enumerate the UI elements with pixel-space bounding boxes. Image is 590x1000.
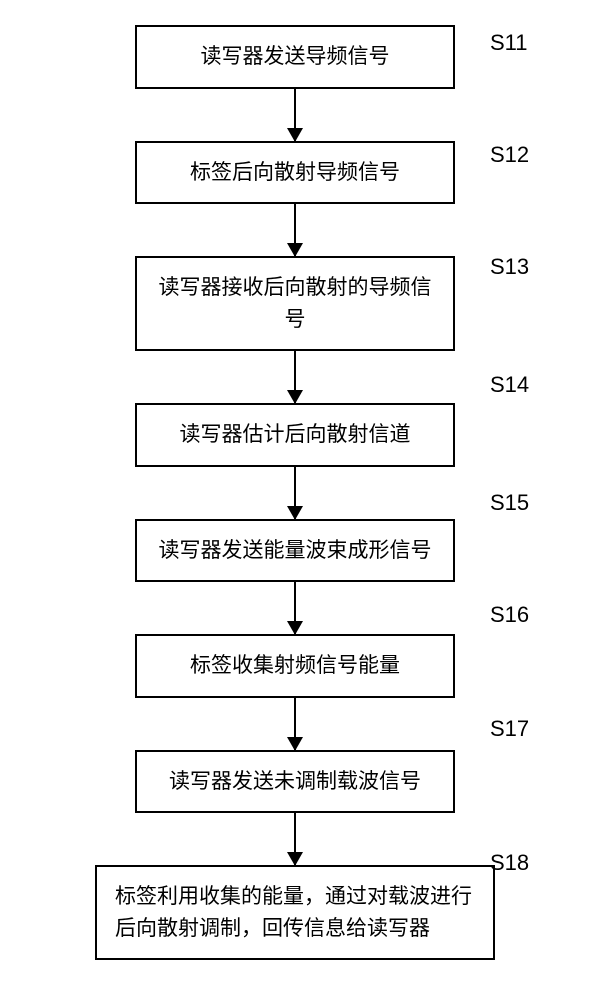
step-box-3: 读写器接收后向散射的导频信号 [135,256,455,351]
step-text-7: 读写器发送未调制载波信号 [169,766,421,798]
step-container-4: 读写器估计后向散射信道 [60,403,530,519]
arrow-1 [294,89,296,141]
step-label-6: S16 [490,602,529,628]
step-label-7: S17 [490,716,529,742]
flowchart-container: 读写器发送导频信号标签后向散射导频信号读写器接收后向散射的导频信号读写器估计后向… [60,25,530,960]
arrow-5 [294,582,296,634]
step-container-2: 标签后向散射导频信号 [60,141,530,257]
step-container-3: 读写器接收后向散射的导频信号 [60,256,530,403]
step-label-3: S13 [490,254,529,280]
step-box-4: 读写器估计后向散射信道 [135,403,455,467]
step-box-6: 标签收集射频信号能量 [135,634,455,698]
step-container-7: 读写器发送未调制载波信号 [60,750,530,866]
step-box-1: 读写器发送导频信号 [135,25,455,89]
step-container-1: 读写器发送导频信号 [60,25,530,141]
step-text-2: 标签后向散射导频信号 [190,157,400,189]
step-label-8: S18 [490,850,529,876]
steps-wrapper: 读写器发送导频信号标签后向散射导频信号读写器接收后向散射的导频信号读写器估计后向… [60,25,530,960]
step-text-5: 读写器发送能量波束成形信号 [159,535,432,567]
step-text-1: 读写器发送导频信号 [201,41,390,73]
step-box-5: 读写器发送能量波束成形信号 [135,519,455,583]
step-box-7: 读写器发送未调制载波信号 [135,750,455,814]
step-container-6: 标签收集射频信号能量 [60,634,530,750]
step-container-8: 标签利用收集的能量，通过对载波进行后向散射调制，回传信息给读写器 [60,865,530,960]
step-label-4: S14 [490,372,529,398]
arrow-2 [294,204,296,256]
arrow-3 [294,351,296,403]
step-text-3: 读写器接收后向散射的导频信号 [155,272,435,335]
arrow-4 [294,467,296,519]
arrow-6 [294,698,296,750]
step-container-5: 读写器发送能量波束成形信号 [60,519,530,635]
step-box-2: 标签后向散射导频信号 [135,141,455,205]
step-text-6: 标签收集射频信号能量 [190,650,400,682]
arrow-7 [294,813,296,865]
step-label-5: S15 [490,490,529,516]
step-text-8: 标签利用收集的能量，通过对载波进行后向散射调制，回传信息给读写器 [115,881,475,944]
step-label-2: S12 [490,142,529,168]
step-label-1: S11 [490,30,528,56]
step-box-8: 标签利用收集的能量，通过对载波进行后向散射调制，回传信息给读写器 [95,865,495,960]
step-text-4: 读写器估计后向散射信道 [180,419,411,451]
